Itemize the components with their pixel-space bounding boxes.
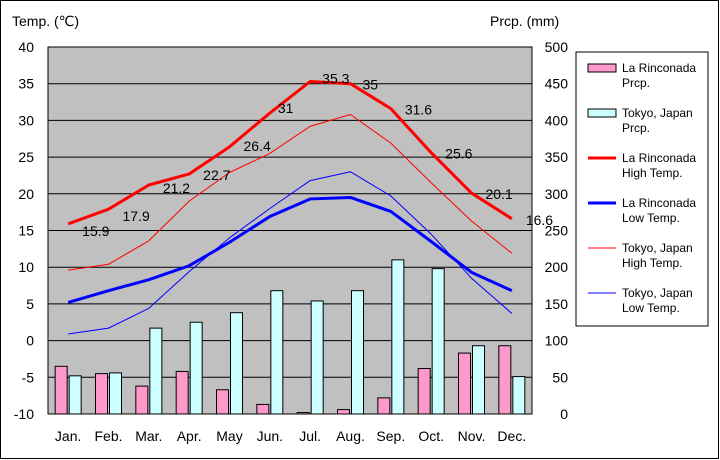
bar: [175, 370, 189, 415]
right-axis-label: Prcp. (mm): [490, 13, 559, 29]
data-label: 20.1: [486, 186, 513, 202]
left-tick-label: 10: [18, 259, 34, 275]
x-tick-label: May: [216, 428, 242, 444]
right-tick-label: 400: [545, 112, 569, 128]
x-tick-label: Apr.: [177, 428, 202, 444]
data-label: 31: [278, 100, 294, 116]
right-tick-label: 300: [545, 186, 569, 202]
bar: [109, 372, 122, 415]
bar: [54, 365, 68, 415]
x-tick-label: Nov.: [458, 428, 486, 444]
left-tick-label: -5: [22, 369, 35, 385]
series-line: [67, 79, 513, 226]
bar: [377, 397, 391, 415]
left-tick-label: 0: [26, 333, 34, 349]
right-tick-label: 100: [545, 333, 569, 349]
bar: [95, 373, 108, 415]
grid-lines: [48, 83, 532, 378]
legend-label: Tokyo, Japan Prcp.: [622, 106, 693, 135]
bar: [270, 290, 284, 415]
data-label: 21.2: [163, 180, 190, 196]
left-tick-label: -10: [14, 406, 34, 422]
data-label: 16.6: [526, 212, 553, 228]
left-tick-label: 15: [18, 223, 34, 239]
bar: [216, 389, 229, 415]
lines-layer: [67, 79, 513, 335]
right-tick-label: 150: [545, 296, 569, 312]
x-tick-label: Jul.: [299, 428, 321, 444]
bar: [417, 367, 431, 415]
series-line: [68, 114, 513, 271]
bar: [512, 376, 526, 415]
x-axis-ticks: Jan. Feb. Mar. Apr. May Jun. Jul. Aug. Sep. Oct. N…: [55, 428, 526, 444]
right-axis-ticks: 0 50 100 150 200 250 300 350 400 450 500: [545, 39, 569, 422]
left-tick-label: 40: [18, 39, 34, 55]
bar: [431, 268, 445, 415]
bar: [351, 290, 364, 415]
x-tick-label: Sep.: [376, 428, 405, 444]
left-tick-label: 30: [18, 112, 34, 128]
x-tick-label: Feb.: [94, 428, 122, 444]
data-label: 25.6: [445, 146, 472, 162]
legend-label: La Rinconada Low Temp.: [622, 196, 696, 225]
data-label: 22.7: [203, 167, 230, 183]
legend-label: Tokyo, Japan Low Temp.: [622, 286, 693, 315]
bar: [458, 352, 471, 415]
bar: [230, 312, 243, 415]
left-tick-label: 35: [18, 76, 34, 92]
left-tick-label: 20: [18, 186, 34, 202]
data-labels-layer: 15.9 17.9 21.2 22.7 26.4 31 35.3 35 31.6 25.6 20.1…: [82, 70, 553, 238]
right-tick-label: 200: [545, 259, 569, 275]
x-tick-label: Jan.: [55, 428, 81, 444]
legend-box: [575, 51, 709, 327]
right-tick-label: 50: [552, 369, 568, 385]
plot-frame: [47, 46, 533, 415]
bar: [498, 345, 512, 415]
x-tick-label: Jun.: [257, 428, 283, 444]
x-tick-label: Dec.: [497, 428, 526, 444]
data-label: 35: [363, 77, 379, 93]
x-tick-label: Mar.: [135, 428, 162, 444]
data-label: 31.6: [405, 102, 432, 118]
legend-swatch: [587, 108, 617, 118]
bars-layer: [54, 259, 526, 415]
data-label: 15.9: [82, 223, 109, 239]
bar: [337, 409, 350, 415]
data-label: 35.3: [322, 70, 349, 86]
bar: [391, 259, 405, 415]
bar: [310, 300, 324, 415]
right-tick-label: 450: [545, 76, 569, 92]
right-tick-label: 350: [545, 149, 569, 165]
x-tick-label: Oct.: [418, 428, 444, 444]
bar: [256, 403, 270, 415]
legend-label: Tokyo, Japan High Temp.: [622, 241, 693, 270]
x-tick-label: Aug.: [336, 428, 365, 444]
legend: La Rinconada Prcp. Tokyo, Japan Prcp. La Rin…: [575, 51, 709, 327]
legend-label: La Rinconada Prcp.: [622, 61, 696, 90]
legend-swatch: [587, 63, 617, 73]
series-line: [67, 195, 513, 304]
right-tick-label: 0: [560, 406, 568, 422]
bar: [189, 321, 203, 415]
bar: [135, 385, 149, 415]
left-tick-label: 5: [26, 296, 34, 312]
bar: [68, 375, 82, 415]
bar: [472, 345, 485, 415]
legend-label: La Rinconada High Temp.: [622, 151, 696, 180]
left-axis-ticks: -10 -5 0 5 10 15 20 25 30 35 40: [14, 39, 34, 422]
left-axis-label: Temp. (℃): [12, 13, 79, 29]
data-label: 26.4: [244, 138, 271, 154]
left-tick-label: 25: [18, 149, 34, 165]
right-tick-label: 250: [545, 223, 569, 239]
right-tick-label: 500: [545, 39, 569, 55]
data-label: 17.9: [123, 208, 150, 224]
bar: [149, 327, 163, 415]
series-line: [68, 171, 513, 335]
